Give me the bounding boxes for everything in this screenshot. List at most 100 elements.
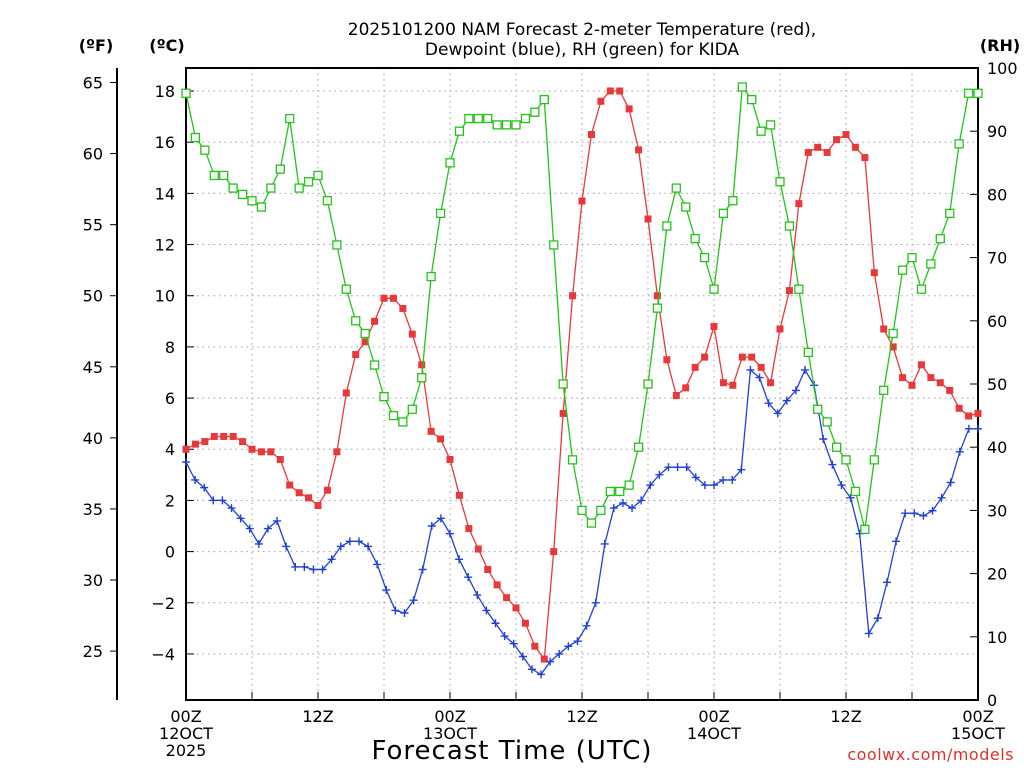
rh-point — [341, 284, 351, 294]
rh-point — [841, 455, 851, 465]
dewpoint-point — [336, 542, 345, 551]
dewpoint-point — [910, 509, 919, 518]
dewpoint-point — [555, 649, 564, 658]
dewpoint-point — [691, 473, 700, 482]
rh-tick-label: 50 — [987, 375, 1007, 394]
dewpoint-point — [400, 609, 409, 618]
rh-point — [256, 202, 267, 212]
x-tick-label: 00Z — [962, 707, 993, 726]
dewpoint-point — [755, 373, 764, 382]
fahrenheit-tick-label: 50 — [83, 287, 103, 306]
2-meter-temperature-point — [521, 619, 529, 627]
2-meter-temperature-point — [389, 294, 397, 302]
2-meter-temperature-point — [503, 594, 511, 602]
2-meter-temperature-point — [851, 143, 859, 151]
2-meter-temperature-point — [701, 353, 709, 361]
dewpoint-point — [964, 424, 973, 433]
2-meter-temperature-point — [305, 494, 313, 502]
dewpoint-point — [928, 506, 937, 515]
2-meter-temperature-point — [927, 374, 935, 382]
dewpoint-point — [609, 504, 618, 513]
rh-point — [266, 183, 276, 193]
2-meter-temperature-point — [220, 432, 228, 440]
rh-point — [407, 404, 417, 414]
2-meter-temperature-point — [691, 363, 699, 371]
2-meter-temperature-point — [946, 386, 954, 394]
rh-point — [690, 233, 700, 244]
dewpoint-point — [182, 458, 190, 467]
2-meter-temperature-point — [635, 146, 643, 154]
rh-point — [803, 347, 813, 358]
rh-point — [294, 183, 304, 193]
rh-point — [671, 183, 681, 193]
celsius-tick-label: 2 — [165, 491, 175, 510]
dewpoint-point — [218, 496, 227, 505]
rh-point — [558, 379, 568, 389]
dewpoint-point — [837, 481, 846, 490]
2-meter-temperature-point — [314, 502, 322, 510]
fahrenheit-tick-label: 65 — [83, 73, 103, 92]
2-meter-temperature-point — [380, 294, 388, 302]
2-meter-temperature-point — [936, 379, 944, 387]
rh-line — [185, 85, 978, 530]
2-meter-temperature-point — [267, 448, 275, 456]
rh-point — [417, 373, 427, 383]
rh-tick-label: 100 — [987, 59, 1018, 78]
2-meter-temperature-point — [861, 154, 869, 162]
rh-point — [398, 417, 408, 427]
dewpoint-point — [436, 514, 445, 523]
2-meter-temperature-point — [880, 325, 888, 333]
2-meter-temperature-point — [955, 404, 963, 412]
dewpoint-point — [655, 470, 664, 479]
dewpoint-point — [955, 447, 964, 456]
x-tick-label: 12Z — [566, 707, 597, 726]
x-tick-label: 13OCT — [423, 724, 477, 743]
rh-tick-label: 30 — [987, 501, 1007, 520]
dewpoint-point — [573, 637, 582, 646]
rh-point — [945, 208, 955, 219]
2-meter-temperature-point — [842, 131, 850, 139]
rh-point — [709, 284, 719, 294]
rh-unit-label: (RH) — [980, 36, 1020, 55]
dewpoint-point — [200, 483, 209, 492]
dewpoint-point — [892, 537, 901, 546]
rh-tick-label: 80 — [987, 185, 1007, 204]
rh-point — [388, 410, 399, 421]
dewpoint-point — [946, 478, 955, 487]
rh-point — [501, 120, 512, 130]
rh-point — [360, 328, 370, 339]
dewpoint-point — [746, 365, 755, 374]
rh-tick-label: 20 — [987, 565, 1007, 584]
rh-point — [813, 404, 823, 414]
x-axis-title: Forecast Time (UTC) — [371, 736, 652, 766]
2-meter-temperature-point — [672, 392, 680, 400]
dewpoint-point — [373, 560, 382, 569]
rh-point — [794, 284, 804, 294]
dewpoint-point — [464, 573, 473, 582]
x-tick-label: 12Z — [302, 707, 333, 726]
dewpoint-point — [828, 460, 837, 469]
dewpoint-point — [864, 629, 873, 638]
dewpoint-point — [482, 606, 491, 615]
2-meter-temperature-point — [606, 87, 614, 95]
rh-point — [181, 88, 191, 98]
rh-tick-label: 0 — [987, 691, 997, 710]
rh-point — [445, 158, 455, 168]
2-meter-temperature-point — [823, 148, 831, 156]
dewpoint-point — [546, 657, 555, 666]
fahrenheit-tick-label: 25 — [83, 642, 103, 661]
2-meter-temperature-point — [814, 143, 822, 151]
dewpoint-point — [737, 465, 746, 474]
2-meter-temperature-point — [239, 438, 247, 446]
fahrenheit-tick-label: 45 — [83, 358, 103, 377]
2-meter-temperature-point — [795, 200, 803, 208]
dewpoint-point — [582, 621, 591, 630]
rh-point — [831, 442, 842, 452]
rh-point — [426, 271, 436, 282]
dewpoint-point — [446, 529, 454, 538]
2-meter-temperature-point — [210, 432, 218, 440]
celsius-tick-label: 0 — [165, 543, 175, 562]
rh-point — [237, 189, 248, 200]
dewpoint-point — [254, 539, 263, 548]
x-tick-label: 12OCT — [159, 724, 213, 743]
